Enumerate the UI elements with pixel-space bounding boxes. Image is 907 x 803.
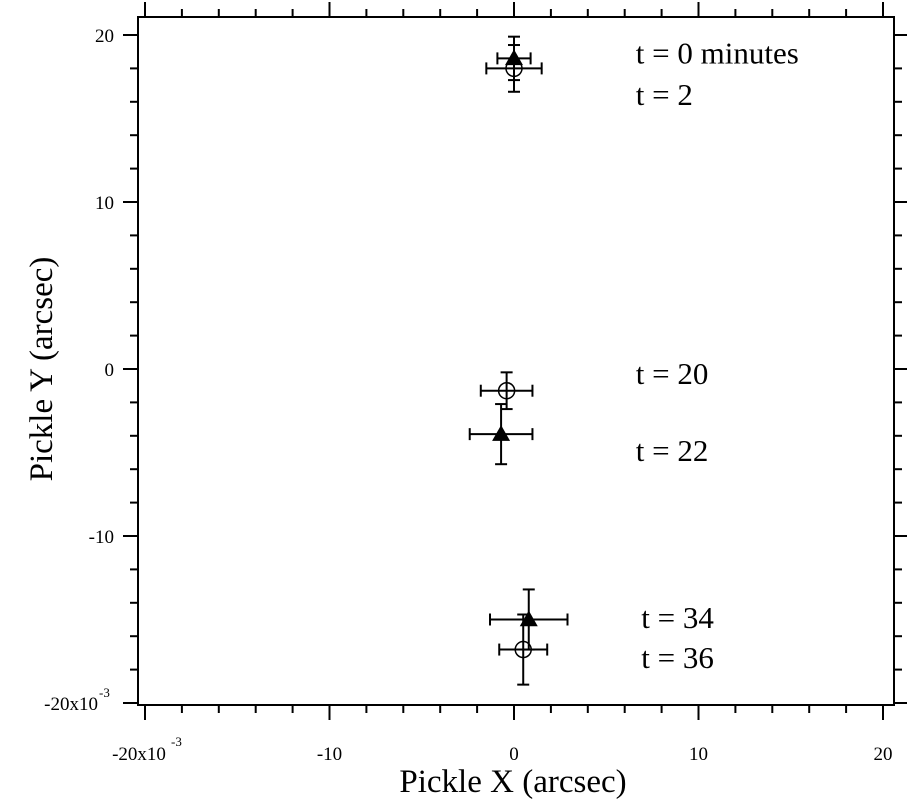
time-annotation: t = 0 minutes [636,35,799,70]
y-axis-title: Pickle Y (arcsec) [24,257,60,482]
x-tick-label: 10 [689,744,708,765]
x-tick-label: -20x10 [112,744,166,765]
y-tick-exponent: -3 [99,685,110,700]
time-annotation: t = 34 [641,600,714,635]
x-tick-label: -10 [317,744,342,765]
time-annotation: t = 36 [641,640,714,675]
time-annotation: t = 20 [636,356,709,391]
triangle-point [519,610,538,627]
triangle-point [492,425,511,441]
circle-point [497,381,516,400]
y-tick-label: 20 [95,26,114,47]
y-tick-label: 0 [105,360,115,381]
circle-point [505,59,523,78]
y-tick-label: -20x10 [44,694,98,715]
y-tick-label: -10 [89,527,114,548]
plot-frame [137,16,895,706]
x-tick-label: 20 [874,744,893,765]
annotations-layer: t = 0 minutes t = 2 t = 20 t = 22 t = 34 t = … [636,35,799,675]
x-tick-exponent: -3 [171,734,182,749]
time-annotation: t = 22 [636,433,709,468]
x-tick-label: 0 [509,744,519,765]
y-tick-label: 10 [95,193,114,214]
circle-point [514,640,532,659]
time-annotation: t = 2 [636,77,693,112]
x-axis-title: Pickle X (arcsec) [399,764,626,800]
marks-layer [468,35,569,686]
